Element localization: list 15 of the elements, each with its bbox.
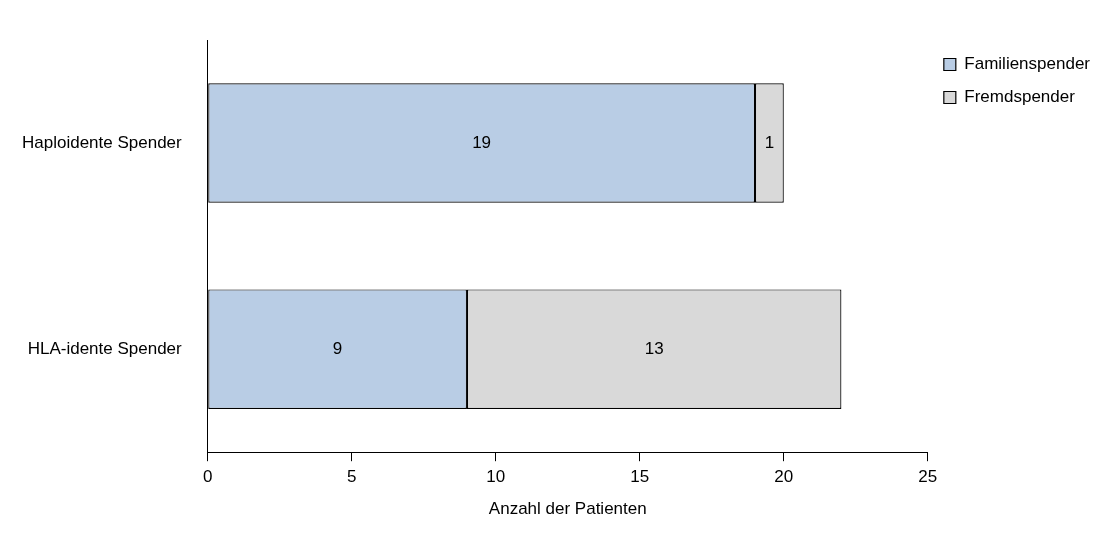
x-tick-label: 5: [347, 467, 357, 487]
y-tick-label: Haploidente Spender: [22, 132, 183, 152]
y-tick-label: HLA-idente Spender: [27, 338, 183, 358]
x-tick-label: 25: [918, 467, 938, 487]
x-axis-title: Anzahl der Patienten: [488, 499, 647, 519]
data-label: 9: [332, 338, 343, 358]
x-tick-label: 15: [630, 467, 650, 487]
data-label: 19: [472, 132, 492, 152]
data-label: 1: [764, 132, 775, 152]
x-tick-label: 10: [486, 467, 506, 487]
legend-label: Familienspender: [964, 54, 1091, 74]
x-tick-label: 20: [774, 467, 794, 487]
data-label: 13: [644, 338, 664, 358]
legend-label: Fremdspender: [964, 87, 1076, 107]
x-tick-label: 0: [203, 467, 213, 487]
